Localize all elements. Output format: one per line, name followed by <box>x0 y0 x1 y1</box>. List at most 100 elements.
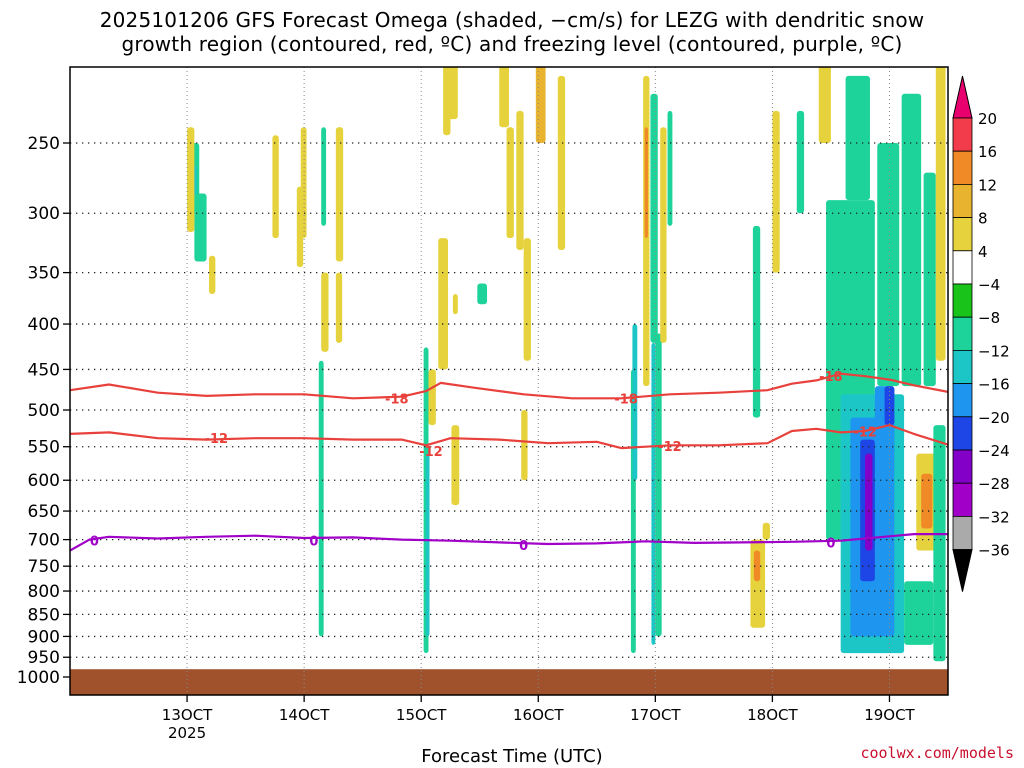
source-credit: coolwx.com/models <box>860 744 1014 762</box>
colorbar-swatch <box>952 217 973 252</box>
contours: -18 -18 -18 -12 -12 -12 -12 0 0 0 0 <box>70 370 948 554</box>
omega-cell <box>535 67 546 143</box>
chart-title-line-2: growth region (contoured, red, ºC) and f… <box>121 32 903 56</box>
omega-cell <box>753 550 761 582</box>
colorbar-label: −12 <box>978 342 1010 360</box>
omega-cell <box>438 238 449 370</box>
x-tick-label: 15OCT <box>396 706 447 724</box>
omega-cell <box>321 127 327 226</box>
colorbar-swatch <box>952 482 973 517</box>
colorbar-label: −20 <box>978 409 1010 427</box>
colorbar-label: −32 <box>978 508 1010 526</box>
y-tick-label: 650 <box>28 502 60 522</box>
omega-cell <box>796 110 805 214</box>
colorbar-label: −8 <box>978 309 1000 327</box>
colorbar-top-arrow <box>952 75 973 119</box>
svg-text:0: 0 <box>826 536 835 551</box>
omega-cell <box>321 272 329 352</box>
colorbar-label: −24 <box>978 442 1010 460</box>
omega-cell <box>272 135 279 239</box>
contour-label--12: -12 <box>658 440 682 455</box>
omega-cell <box>209 255 216 295</box>
y-tick-label: 600 <box>28 471 60 491</box>
omega-cell <box>818 67 831 143</box>
colorbar-swatch <box>952 250 973 285</box>
omega-cell <box>884 386 895 426</box>
svg-text:-18: -18 <box>819 370 843 385</box>
omega-cell <box>506 127 514 239</box>
contour-label-0: 0 <box>90 535 99 550</box>
contour-label-0: 0 <box>826 536 835 551</box>
omega-cell <box>300 127 307 239</box>
y-tick-label: 500 <box>28 401 60 421</box>
colorbar-label: −4 <box>978 276 1000 294</box>
x-tick-label: 16OCT <box>513 706 564 724</box>
svg-text:-12: -12 <box>419 445 443 460</box>
omega-cell <box>904 581 934 645</box>
omega-cell <box>335 127 344 262</box>
x-tick-label: 18OCT <box>747 706 798 724</box>
omega-cell <box>644 127 649 239</box>
omega-cell <box>451 425 460 506</box>
contour-label--18: -18 <box>614 392 638 407</box>
colorbar-swatch <box>952 150 973 185</box>
y-tick-label: 450 <box>28 360 60 380</box>
x-tick-label: 14OCT <box>279 706 330 724</box>
omega-cell <box>845 75 870 201</box>
x-tick-label: 13OCT <box>162 706 213 724</box>
omega-cell <box>194 193 207 262</box>
contour-line--12 <box>70 424 948 450</box>
colorbar-swatch <box>952 349 973 384</box>
omega-cell <box>762 522 770 540</box>
contour-label-0: 0 <box>519 539 528 554</box>
omega-cell <box>523 238 531 361</box>
ground-fill <box>70 669 948 695</box>
colorbar-label: 20 <box>978 110 997 128</box>
x-tick-label: 17OCT <box>630 706 681 724</box>
omega-cell <box>477 283 488 305</box>
colorbar-label: 16 <box>978 143 997 161</box>
omega-cell <box>557 75 566 250</box>
contour-label--12: -12 <box>853 426 877 441</box>
omega-cell <box>448 67 458 120</box>
contour-label--18: -18 <box>385 392 409 407</box>
omega-cell <box>499 67 509 128</box>
y-axis: 2503003504004505005506006507007508008509… <box>17 134 70 688</box>
omega-cell <box>187 127 195 233</box>
chart-title-line-1: 2025101206 GFS Forecast Omega (shaded, −… <box>99 8 925 32</box>
omega-cell <box>655 333 662 637</box>
omega-cell <box>452 294 458 315</box>
y-tick-label: 400 <box>28 315 60 335</box>
contour-line-0 <box>70 533 948 552</box>
y-tick-label: 550 <box>28 438 60 458</box>
omega-cell <box>877 143 900 387</box>
contour-line--18 <box>70 372 948 400</box>
colorbar-swatch <box>952 283 973 318</box>
svg-text:-12: -12 <box>205 432 229 447</box>
omega-cell <box>651 342 656 645</box>
omega-cell <box>335 272 343 343</box>
svg-text:-18: -18 <box>614 392 638 407</box>
colorbar-swatch <box>952 416 973 451</box>
grid <box>70 67 948 695</box>
y-tick-label: 850 <box>28 605 60 625</box>
omega-cell <box>426 453 430 637</box>
colorbar-label: 4 <box>978 243 988 261</box>
omega-cell <box>923 172 936 387</box>
chart-title: 2025101206 GFS Forecast Omega (shaded, −… <box>0 8 1024 56</box>
omega-cell <box>521 410 528 481</box>
svg-text:0: 0 <box>519 539 528 554</box>
omega-cell <box>921 473 933 529</box>
svg-text:-18: -18 <box>385 392 409 407</box>
svg-text:-12: -12 <box>658 440 682 455</box>
omega-cell <box>752 225 761 418</box>
colorbar-swatch <box>952 183 973 218</box>
omega-cell <box>901 93 922 387</box>
contour-label--18: -18 <box>819 370 843 385</box>
omega-cell <box>428 369 436 426</box>
plot-area: -18 -18 -18 -12 -12 -12 -12 0 0 0 0 <box>70 67 948 695</box>
omega-cell <box>318 360 324 637</box>
y-tick-label: 750 <box>28 557 60 577</box>
